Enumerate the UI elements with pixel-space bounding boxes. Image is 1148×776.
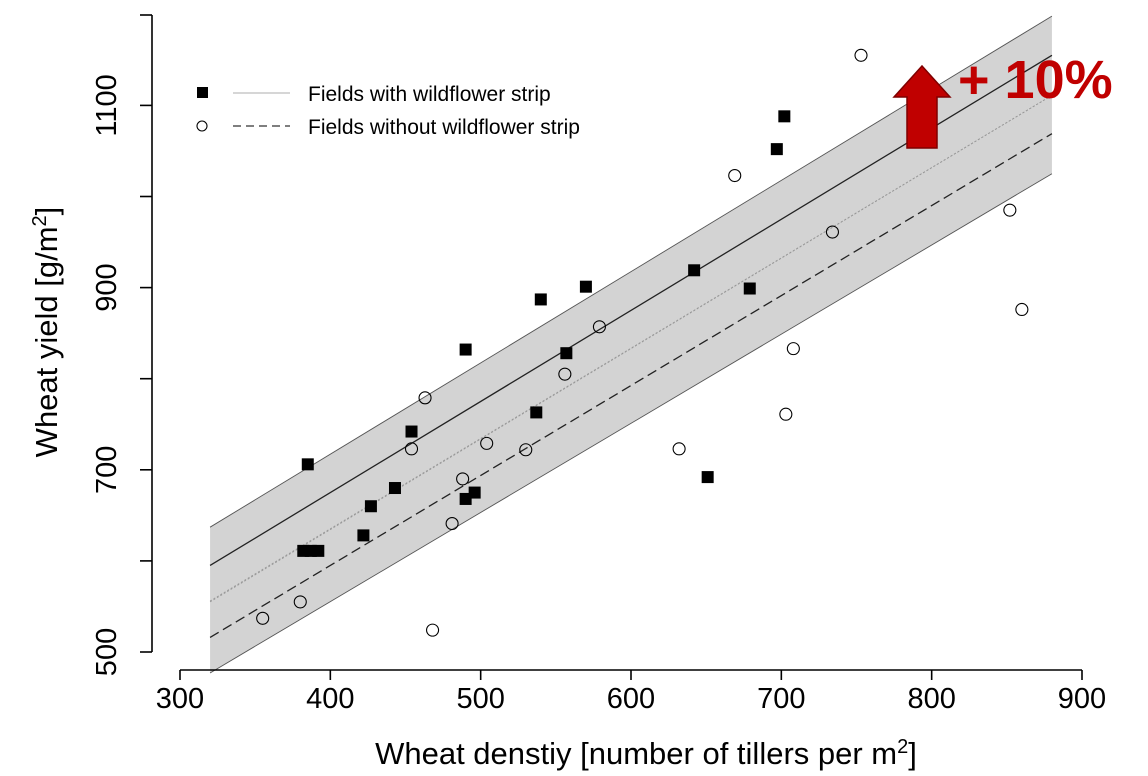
- confidence-band-2: [210, 95, 1052, 673]
- legend-label-without-strip: Fields without wildflower strip: [308, 116, 580, 139]
- data-point-with-strip: [743, 282, 756, 295]
- data-point-without-strip: [426, 623, 440, 637]
- data-point-with-strip: [364, 500, 377, 513]
- data-point-without-strip: [854, 48, 868, 62]
- data-point-without-strip: [480, 436, 494, 450]
- legend: Fields with wildflower strip Fields with…: [196, 83, 580, 139]
- legend-label-with-strip: Fields with wildflower strip: [308, 83, 551, 106]
- x-tick-label: 300: [156, 683, 204, 715]
- data-point-with-strip: [357, 529, 370, 542]
- data-point-without-strip: [728, 168, 742, 183]
- x-tick-label: 800: [907, 683, 955, 715]
- data-points: [256, 48, 1029, 637]
- data-point-with-strip: [560, 347, 573, 360]
- data-point-with-strip: [530, 406, 543, 419]
- data-point-without-strip: [293, 595, 307, 609]
- data-point-with-strip: [534, 293, 547, 306]
- y-tick-label: 900: [91, 263, 123, 311]
- confidence-band-1: [210, 16, 1052, 602]
- data-point-without-strip: [519, 443, 533, 457]
- x-tick-label: 900: [1058, 683, 1106, 715]
- data-point-with-strip: [312, 544, 325, 557]
- data-point-with-strip: [770, 143, 783, 156]
- data-point-with-strip: [701, 471, 714, 484]
- legend-marker-with-strip: [197, 87, 208, 98]
- data-point-with-strip: [468, 486, 481, 499]
- y-axis-title: Wheat yield [g/m2]: [29, 207, 64, 458]
- data-point-without-strip: [592, 320, 606, 334]
- data-point-without-strip: [558, 367, 572, 381]
- up-arrow-icon: [892, 64, 952, 149]
- x-tick-label: 700: [757, 683, 805, 715]
- x-tick-label: 500: [456, 683, 504, 715]
- axes: 300 400 500 600 700 800 900 500 700 900 1100: [91, 14, 1106, 715]
- increase-annotation: + 10%: [892, 50, 1113, 149]
- data-point-without-strip: [256, 611, 270, 625]
- data-point-with-strip: [459, 343, 472, 356]
- data-point-without-strip: [445, 516, 459, 531]
- x-axis-title: Wheat denstiy [number of tillers per m2]: [375, 736, 917, 771]
- annotation-text: + 10%: [958, 50, 1113, 110]
- data-point-without-strip: [786, 342, 800, 356]
- data-point-without-strip: [1015, 302, 1029, 317]
- data-point-without-strip: [418, 391, 432, 405]
- data-point-with-strip: [688, 264, 701, 277]
- data-point-without-strip: [779, 407, 793, 421]
- data-point-with-strip: [388, 482, 401, 495]
- data-point-with-strip: [459, 492, 472, 505]
- confidence-bands: [210, 16, 1052, 673]
- data-point-with-strip: [301, 458, 314, 471]
- data-point-without-strip: [1003, 203, 1017, 217]
- legend-marker-without-strip: [196, 120, 208, 132]
- data-point-with-strip: [579, 280, 592, 293]
- data-point-without-strip: [404, 442, 419, 456]
- y-tick-label: 700: [91, 446, 123, 494]
- band-lower-edge-2: [209, 173, 1053, 674]
- x-tick-label: 400: [306, 683, 354, 715]
- data-point-with-strip: [405, 425, 418, 438]
- data-point-without-strip: [825, 225, 839, 239]
- data-point-with-strip: [778, 110, 791, 123]
- y-tick-label: 1100: [91, 74, 123, 136]
- y-tick-label: 500: [91, 628, 123, 676]
- data-point-without-strip: [672, 442, 686, 456]
- data-point-without-strip: [456, 472, 470, 486]
- x-tick-label: 600: [607, 683, 655, 715]
- regression-line-2: [209, 133, 1053, 638]
